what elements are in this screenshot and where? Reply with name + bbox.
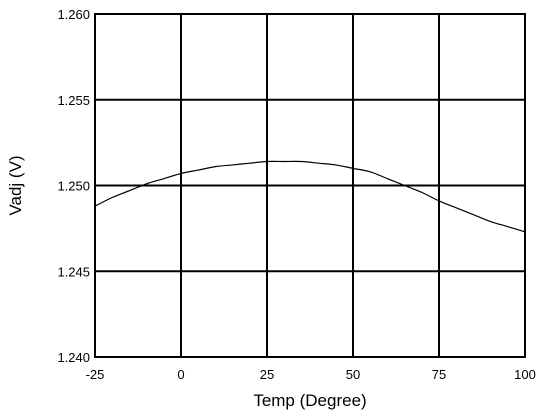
y-tick-labels: 1.240 1.245 1.250 1.255 1.260 bbox=[57, 7, 90, 365]
x-tick-label: 100 bbox=[514, 367, 536, 382]
y-tick-label: 1.250 bbox=[57, 179, 90, 194]
x-tick-label: 0 bbox=[177, 367, 184, 382]
grid-lines bbox=[95, 14, 525, 357]
series-line bbox=[94, 160, 526, 233]
y-tick-label: 1.245 bbox=[57, 264, 90, 279]
x-tick-label: -25 bbox=[86, 367, 105, 382]
series-layer bbox=[94, 160, 526, 233]
y-tick-label: 1.260 bbox=[57, 7, 90, 22]
y-tick-label: 1.240 bbox=[57, 350, 90, 365]
x-axis-title: Temp (Degree) bbox=[253, 391, 366, 410]
x-tick-label: 25 bbox=[260, 367, 274, 382]
x-tick-label: 75 bbox=[432, 367, 446, 382]
x-tick-labels: -25 0 25 50 75 100 bbox=[86, 367, 536, 382]
y-axis-title: Vadj (V) bbox=[6, 155, 25, 215]
y-tick-label: 1.255 bbox=[57, 93, 90, 108]
x-tick-label: 50 bbox=[346, 367, 360, 382]
